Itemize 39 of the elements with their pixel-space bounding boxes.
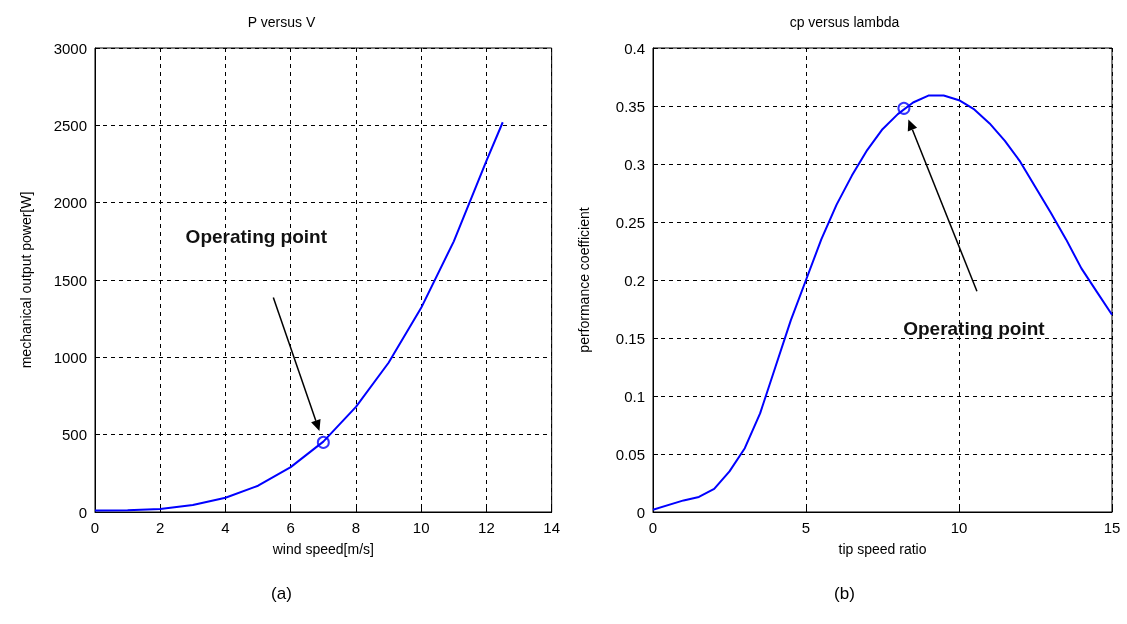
y-tick-label: 1000 (53, 348, 87, 366)
chart-title: P versus V (247, 14, 316, 30)
y-tick-label: 1500 (53, 271, 87, 289)
x-tick-label: 10 (950, 519, 968, 536)
y-tick-label: 2500 (53, 116, 87, 134)
y-tick-label: 0.3 (624, 155, 645, 173)
text: (a) (271, 584, 292, 603)
chart-title: cp versus lambda (789, 14, 900, 30)
line-series (94, 121, 504, 512)
y-tick-label: 0.4 (624, 39, 645, 57)
y-tick-label: 0.2 (624, 271, 645, 289)
x-tick-label: 2 (156, 519, 165, 536)
y-tick-label: 0 (78, 503, 87, 521)
y-tick-label: 0.05 (615, 445, 645, 463)
y-tick-label: 3000 (53, 39, 87, 57)
x-tick-label: 12 (478, 519, 495, 536)
x-tick-label: 0 (90, 519, 100, 536)
annotation: Operating point (903, 317, 1046, 339)
x-tick-label: 14 (543, 519, 560, 536)
x-tick-label: 5 (801, 519, 811, 536)
annotation: Operating point (185, 225, 328, 247)
x-tick-label: 15 (1103, 519, 1121, 536)
y-axis-title: mechanical output power[W] (18, 191, 34, 369)
y-tick-label: 2000 (53, 194, 87, 212)
x-tick-label: 6 (286, 519, 295, 536)
x-tick-label: 10 (412, 519, 430, 536)
x-tick-label: 4 (221, 519, 230, 536)
x-axis-title: wind speed[m/s] (271, 541, 374, 557)
y-axis-title: performance coefficient (576, 207, 592, 353)
y-tick-label: 0.15 (615, 329, 645, 347)
y-tick-label: 0 (636, 503, 645, 521)
y-tick-label: 0.25 (615, 213, 645, 231)
x-tick-label: 0 (648, 519, 658, 536)
x-tick-label: 8 (351, 519, 361, 536)
x-axis-title: tip speed ratio (838, 541, 927, 557)
y-tick-label: 0.35 (615, 97, 645, 115)
y-tick-label: 0.1 (624, 387, 645, 405)
text: (b) (834, 584, 855, 603)
y-tick-label: 500 (61, 426, 87, 444)
